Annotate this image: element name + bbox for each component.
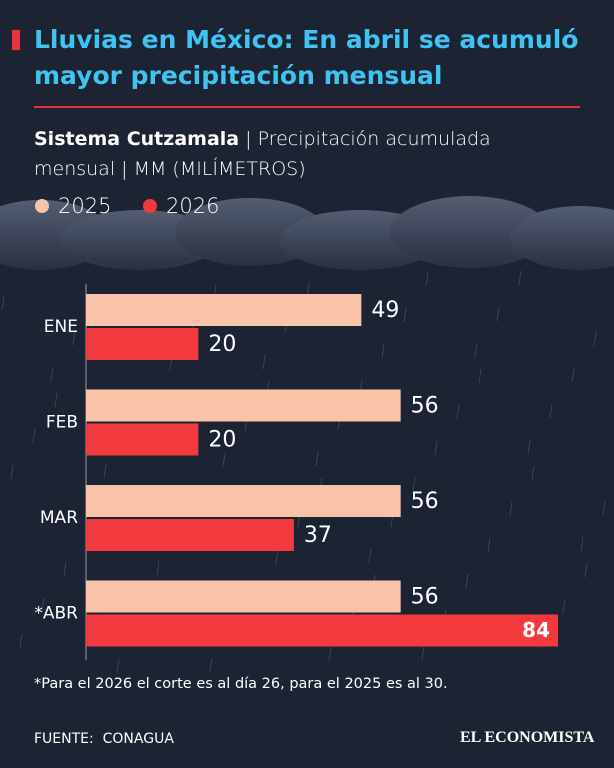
- legend-marker: [35, 199, 49, 213]
- rain-drop: [425, 271, 429, 287]
- rain-drop: [549, 403, 553, 419]
- rain-drop: [465, 573, 469, 589]
- rain-drop: [474, 342, 478, 358]
- footnote: *Para el 2026 el corte es al día 26, par…: [34, 676, 448, 692]
- rain-drop: [593, 331, 597, 347]
- rain-drop: [403, 307, 407, 323]
- rain-drop: [487, 537, 491, 553]
- value-label: 37: [304, 523, 332, 548]
- rain-drop: [10, 464, 14, 480]
- rain-drop: [32, 428, 36, 444]
- rain-drop: [63, 561, 67, 577]
- rain-drop: [315, 451, 319, 467]
- rain-drop: [496, 306, 500, 322]
- rain-drop: [602, 500, 606, 516]
- legend-marker: [143, 199, 157, 213]
- bar: [86, 580, 401, 613]
- bar: [86, 294, 362, 326]
- bar: [86, 389, 401, 422]
- title-rule: [34, 106, 580, 108]
- brand: EL ECONOMISTA: [460, 729, 595, 746]
- rain-drop: [580, 536, 584, 552]
- rain-drop: [509, 501, 513, 517]
- rain-drop: [421, 645, 425, 661]
- rain-drop: [518, 270, 522, 286]
- rain-drop: [41, 597, 45, 613]
- bar: [86, 485, 401, 517]
- y-tick-label: MAR: [40, 508, 78, 528]
- title-marker: [12, 30, 20, 50]
- rain-drop: [584, 562, 588, 578]
- bar: [86, 519, 294, 551]
- value-label: 84: [522, 618, 550, 642]
- bar: [86, 614, 558, 647]
- rain-drop: [531, 465, 535, 481]
- legend-label: 2026: [166, 194, 219, 218]
- bar: [86, 423, 199, 456]
- rain-drop: [412, 476, 416, 492]
- rain-drop: [54, 392, 58, 408]
- source: FUENTE: CONAGUA: [34, 731, 174, 747]
- rain-drop: [275, 549, 279, 565]
- rain-drop: [381, 343, 385, 359]
- rain-drop: [156, 560, 160, 576]
- subtitle-bold: Sistema Cutzamala: [34, 128, 240, 150]
- rain-drop: [103, 463, 107, 479]
- value-label: 20: [208, 428, 236, 453]
- rain-drop: [456, 404, 460, 420]
- legend-label: 2025: [58, 194, 111, 218]
- chart-title: Lluvias en México: En abril se acumuló m…: [34, 25, 579, 90]
- subtitle: Sistema Cutzamala | Precipitación acumul…: [34, 124, 554, 184]
- rain-drop: [478, 368, 482, 384]
- bar: [86, 328, 199, 360]
- rain-drop: [72, 330, 76, 346]
- value-label: 49: [371, 298, 399, 323]
- rain-drop: [116, 658, 120, 674]
- rain-drop: [571, 367, 575, 383]
- rain-drop: [209, 657, 213, 673]
- y-tick-label: FEB: [46, 413, 78, 433]
- rain-drop: [262, 354, 266, 370]
- clouds: [0, 196, 614, 270]
- value-label: 56: [411, 394, 439, 419]
- rain-drop: [50, 366, 54, 382]
- y-tick-label: ENE: [44, 317, 78, 337]
- rain-drop: [1, 295, 5, 311]
- rain-drop: [562, 598, 566, 614]
- value-label: 20: [208, 332, 236, 357]
- value-label: 56: [411, 489, 439, 514]
- rain-drop: [222, 452, 226, 468]
- rain-drop: [527, 439, 531, 455]
- rain-drop: [328, 646, 332, 662]
- rain-drop: [434, 440, 438, 456]
- value-label: 56: [411, 585, 439, 610]
- rain-drop: [19, 633, 23, 649]
- subtitle-detail: | Precipitación acumulada mensual | MM (…: [34, 128, 491, 180]
- rain-drop: [368, 548, 372, 564]
- y-tick-label: *ABR: [34, 604, 78, 624]
